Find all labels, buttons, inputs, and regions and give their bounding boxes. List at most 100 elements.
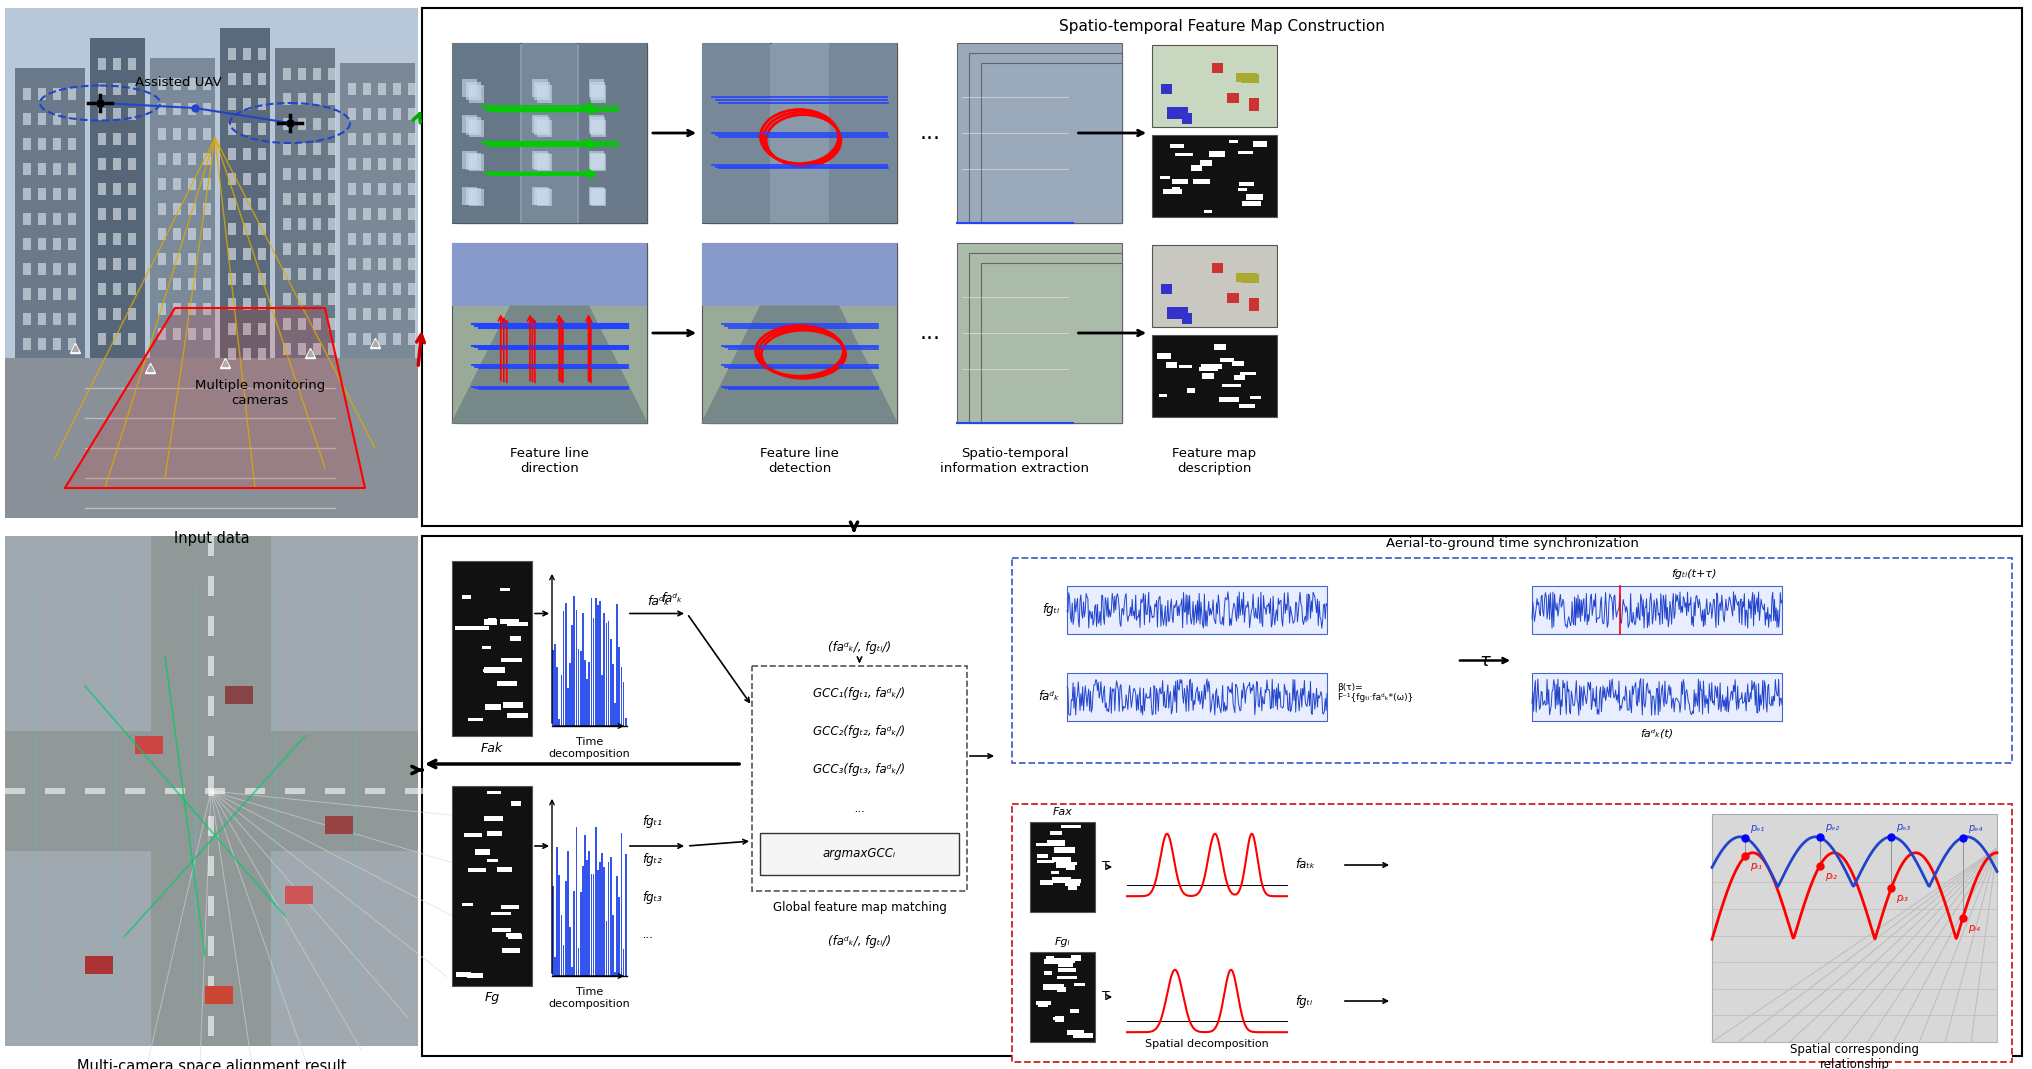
Bar [22, 162, 30, 175]
Bar [327, 218, 335, 230]
Bar [536, 188, 551, 206]
Bar [378, 258, 386, 270]
Bar [53, 238, 61, 250]
Bar [488, 618, 496, 624]
Bar [53, 113, 61, 125]
Bar [22, 213, 30, 224]
Bar [469, 188, 484, 206]
Bar [463, 833, 482, 837]
Bar [459, 251, 646, 311]
Bar [378, 133, 386, 145]
Bar [22, 338, 30, 350]
Bar [22, 238, 30, 250]
Bar [364, 83, 372, 95]
Bar [1046, 842, 1057, 846]
Bar [244, 148, 252, 160]
Text: Feature map
description: Feature map description [1172, 447, 1256, 475]
Bar [502, 948, 520, 952]
Text: pₑ₁: pₑ₁ [1750, 823, 1764, 833]
Bar [22, 138, 30, 150]
Bar [347, 108, 356, 120]
Bar [465, 82, 482, 99]
Bar [313, 68, 321, 80]
Bar [1071, 955, 1081, 961]
Bar [1246, 193, 1264, 200]
Bar [299, 343, 307, 355]
Bar [705, 247, 896, 309]
Polygon shape [705, 309, 896, 423]
Bar [39, 338, 47, 350]
Text: Multiple monitoring
cameras: Multiple monitoring cameras [195, 379, 325, 407]
Bar [114, 258, 122, 270]
Bar [1219, 358, 1233, 362]
Polygon shape [709, 311, 896, 423]
Bar [364, 283, 372, 295]
Bar [1233, 375, 1246, 379]
Bar [189, 78, 195, 90]
Bar [364, 208, 372, 220]
Bar [392, 108, 400, 120]
Bar [258, 123, 266, 135]
Bar [1069, 884, 1077, 890]
Bar [1036, 843, 1049, 846]
Bar [1166, 362, 1177, 368]
Bar [173, 328, 181, 340]
Bar [1229, 140, 1237, 143]
Bar [327, 317, 335, 330]
Bar [1240, 372, 1256, 375]
Bar [378, 334, 386, 345]
Bar [299, 143, 307, 155]
Text: Multi-camera space alignment result: Multi-camera space alignment result [77, 1058, 345, 1069]
Bar [1532, 673, 1782, 721]
Bar [1532, 586, 1782, 634]
Bar [423, 7, 2022, 526]
Bar [1030, 822, 1095, 912]
Bar [392, 233, 400, 245]
Bar [85, 956, 114, 974]
Bar [189, 103, 195, 115]
Bar [1061, 825, 1081, 828]
Bar [473, 626, 490, 630]
Bar [969, 253, 1122, 423]
Bar [299, 118, 307, 130]
Bar [128, 283, 136, 295]
Text: Feature line
detection: Feature line detection [760, 447, 839, 475]
Bar [408, 283, 417, 295]
Bar [207, 856, 213, 876]
Bar [327, 268, 335, 280]
Bar [228, 48, 236, 60]
Bar [1152, 335, 1276, 417]
Bar [158, 153, 167, 165]
Bar [258, 223, 266, 235]
Bar [282, 68, 291, 80]
Bar [4, 358, 419, 518]
Bar [1160, 176, 1170, 179]
Bar [205, 788, 226, 794]
Bar [98, 258, 106, 270]
Bar [98, 208, 106, 220]
Bar [1051, 871, 1059, 874]
Text: faₜₖ: faₜₖ [1294, 858, 1315, 871]
Bar [1067, 1031, 1083, 1035]
Bar [22, 88, 30, 100]
Bar [423, 536, 2022, 1056]
Bar [258, 273, 266, 285]
Bar [128, 308, 136, 320]
Bar [1046, 956, 1055, 961]
Bar [1179, 365, 1193, 368]
Bar [203, 153, 211, 165]
Bar [701, 243, 896, 306]
Bar [1201, 160, 1211, 166]
Bar [461, 903, 473, 907]
Bar [53, 188, 61, 200]
Bar [522, 43, 577, 223]
Bar [22, 113, 30, 125]
Bar [39, 238, 47, 250]
Bar [244, 48, 252, 60]
Bar [364, 183, 372, 195]
Bar [492, 912, 510, 915]
Bar [158, 103, 167, 115]
Bar [461, 115, 478, 133]
Bar [536, 120, 551, 137]
Bar [459, 51, 646, 223]
